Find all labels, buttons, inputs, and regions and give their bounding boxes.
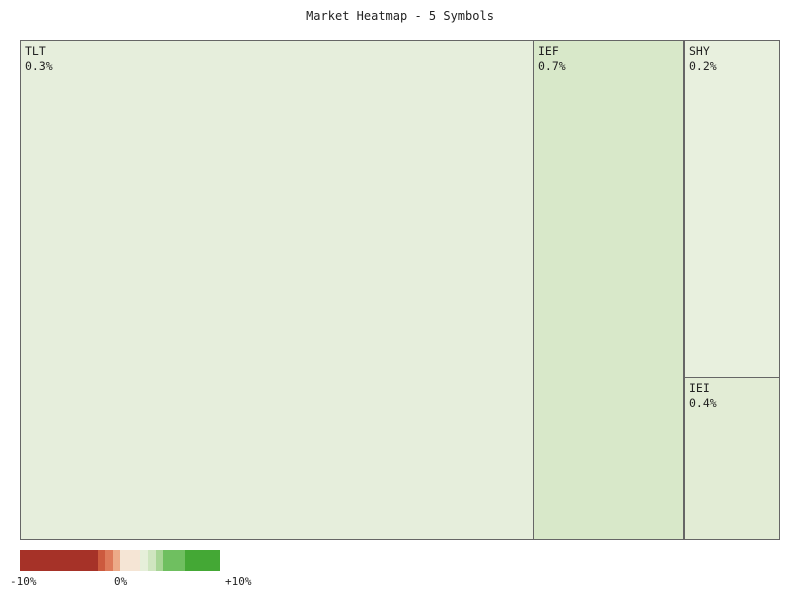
color-scale-segment bbox=[120, 550, 140, 571]
tile-change-label: 0.2% bbox=[689, 59, 717, 73]
tile-symbol-label: IEF bbox=[538, 44, 559, 58]
tile-symbol-label: TLT bbox=[25, 44, 46, 58]
tile-ief[interactable]: IEF 0.7% bbox=[533, 40, 684, 540]
tile-change-label: 0.3% bbox=[25, 59, 53, 73]
color-scale-segment bbox=[113, 550, 120, 571]
color-scale-segment bbox=[156, 550, 163, 571]
color-scale-segment bbox=[98, 550, 105, 571]
tile-change-label: 0.7% bbox=[538, 59, 566, 73]
color-scale-mid-label: 0% bbox=[114, 575, 128, 588]
color-scale-segment bbox=[20, 550, 90, 571]
color-scale-segment bbox=[163, 550, 185, 571]
tile-tlt[interactable]: TLT 0.3% bbox=[20, 40, 534, 540]
tile-iei[interactable]: IEI 0.4% bbox=[684, 377, 780, 540]
color-scale-segment bbox=[148, 550, 156, 571]
tile-change-label: 0.4% bbox=[689, 396, 717, 410]
color-scale-bar bbox=[20, 550, 220, 571]
tile-symbol-label: SHY bbox=[689, 44, 710, 58]
color-scale-segment bbox=[90, 550, 98, 571]
tile-symbol-label: IEI bbox=[689, 381, 710, 395]
color-scale-segment bbox=[105, 550, 113, 571]
color-scale-segment bbox=[185, 550, 220, 571]
color-scale-min-label: -10% bbox=[10, 575, 37, 588]
color-scale-segment bbox=[140, 550, 148, 571]
color-scale-max-label: +10% bbox=[225, 575, 252, 588]
chart-title: Market Heatmap - 5 Symbols bbox=[306, 9, 494, 23]
tile-shy[interactable]: SHY 0.2% bbox=[684, 40, 780, 378]
